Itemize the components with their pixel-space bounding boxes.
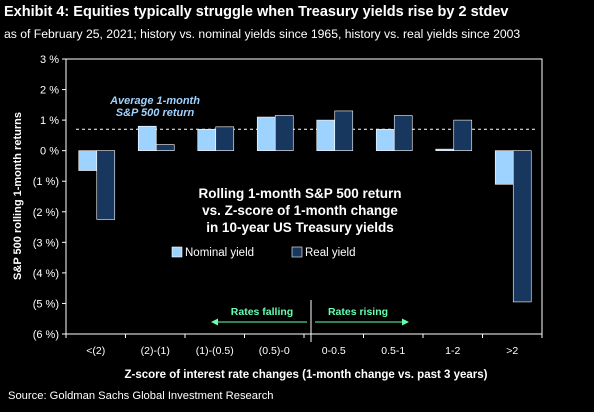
x-axis-title: Z-score of interest rate changes (1-mont… [124,369,487,381]
y-tick-label: (4 %) [33,268,59,280]
bar-nominal-6 [435,148,455,151]
bar-nominal-5 [375,128,395,151]
rates-falling-arrowhead [211,318,218,326]
average-line-label: Average 1-month [109,95,200,107]
legend-swatch-real [291,246,303,258]
bar-real-1 [155,144,175,151]
bar-nominal-0 [78,150,98,171]
inner-chart-title: in 10-year US Treasury yields [206,220,394,235]
x-tick-label: 1-2 [445,345,460,357]
y-tick-label: (1 %) [33,176,59,188]
average-line-label: S&P 500 return [116,107,195,119]
legend-swatch-nominal [171,246,183,258]
x-tick-label: (1)-(0.5) [196,345,234,357]
y-tick-label: (6 %) [33,329,59,341]
y-tick-label: (2 %) [33,207,59,219]
y-axis-title: S&P 500 rolling 1-month returns [12,112,24,280]
y-tick-label: 1 % [40,115,59,127]
x-tick-label: <(2) [86,345,105,357]
bar-nominal-3 [256,116,276,151]
bar-real-7 [512,150,532,303]
x-tick-label: >2 [506,345,518,357]
bar-nominal-4 [316,119,336,151]
legend-label-nominal: Nominal yield [185,247,254,259]
bar-real-6 [453,119,473,151]
y-tick-label: (3 %) [33,237,59,249]
bar-nominal-1 [137,125,157,151]
y-tick-label: 0 % [40,146,59,158]
bar-nominal-2 [197,128,217,151]
x-tick-label: (2)-(1) [141,345,170,357]
y-tick-label: 3 % [40,54,59,66]
plot-area [65,58,543,335]
chart-title: Exhibit 4: Equities typically struggle w… [4,4,509,20]
y-tick-label: (5 %) [33,298,59,310]
chart-subtitle: as of February 25, 2021; history vs. nom… [4,27,521,41]
x-tick-label: 0.5-1 [381,345,405,357]
bar-real-5 [393,115,413,151]
bar-real-4 [334,110,354,151]
legend-label-real: Real yield [305,247,356,259]
rates-rising-label: Rates rising [328,306,388,318]
rates-rising-arrowhead [402,318,409,326]
bar-nominal-7 [494,150,514,185]
y-tick-label: 2 % [40,85,59,97]
bar-real-2 [215,126,235,151]
rates-falling-label: Rates falling [231,306,293,318]
inner-chart-title: Rolling 1-month S&P 500 return [198,186,401,201]
bar-real-0 [96,150,116,220]
bar-real-3 [274,115,294,151]
x-tick-label: 0-0.5 [322,345,346,357]
inner-chart-title: vs. Z-score of 1-month change [202,203,398,218]
x-tick-label: (0.5)-0 [259,345,290,357]
source-note: Source: Goldman Sachs Global Investment … [8,390,274,402]
